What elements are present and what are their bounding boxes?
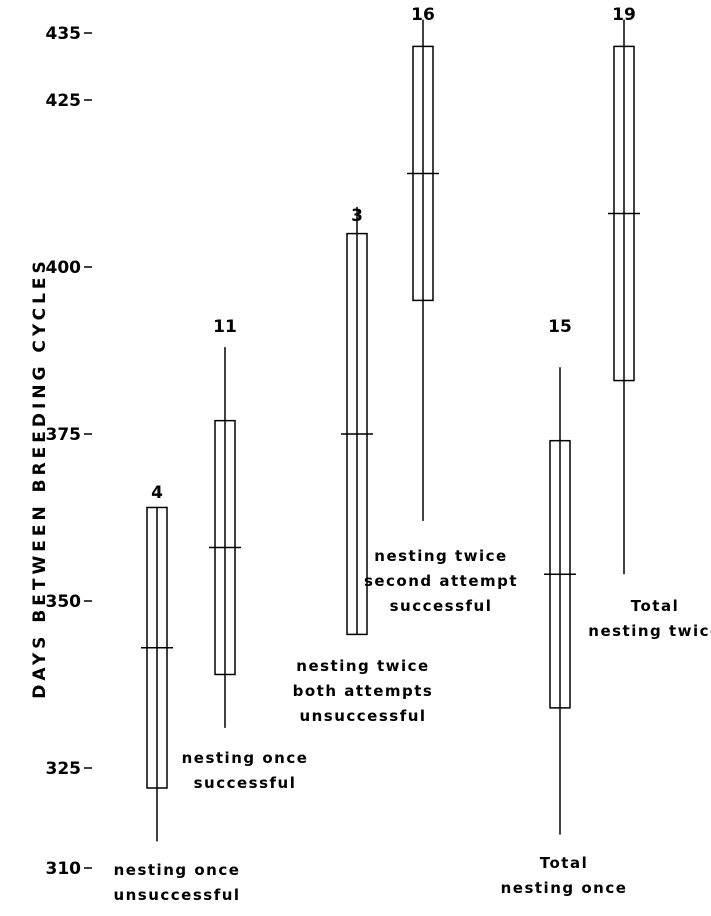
sample-size-label: 16 bbox=[411, 5, 435, 25]
category-label: unsuccessful bbox=[299, 707, 426, 725]
box-group bbox=[544, 367, 576, 835]
sample-sizes: 4 11 3 16 15 19 bbox=[151, 5, 636, 503]
y-tick-label: 400 bbox=[46, 258, 82, 278]
category-label: nesting twice bbox=[374, 547, 507, 565]
category-label: nesting once bbox=[501, 879, 628, 897]
box-group bbox=[141, 506, 173, 842]
y-axis-title: DAYS BETWEEN BREEDING CYCLES bbox=[30, 257, 50, 699]
box-group bbox=[341, 206, 373, 636]
y-axis-ticks: 435 425 400 375 350 325 310 bbox=[46, 24, 92, 879]
category-label: Total bbox=[540, 854, 588, 872]
category-label: unsuccessful bbox=[113, 886, 240, 904]
box-group bbox=[209, 347, 241, 728]
y-tick-label: 375 bbox=[46, 425, 82, 445]
y-tick-label: 425 bbox=[46, 91, 82, 111]
category-label: successful bbox=[194, 774, 297, 792]
category-label: Total bbox=[631, 597, 679, 615]
y-tick-label: 435 bbox=[46, 24, 82, 44]
y-tick-label: 350 bbox=[46, 592, 82, 612]
boxes bbox=[141, 19, 640, 842]
sample-size-label: 19 bbox=[612, 5, 636, 25]
category-label: nesting twice bbox=[588, 622, 711, 640]
category-label: successful bbox=[390, 597, 493, 615]
category-labels: nesting once unsuccessful nesting once succ… bbox=[113, 547, 711, 904]
category-label: nesting once bbox=[182, 749, 309, 767]
category-label: second attempt bbox=[364, 572, 518, 590]
category-label: both attempts bbox=[293, 682, 434, 700]
box-group bbox=[407, 19, 439, 521]
sample-size-label: 3 bbox=[351, 206, 363, 226]
sample-size-label: 11 bbox=[213, 317, 237, 337]
y-tick-label: 310 bbox=[46, 859, 82, 879]
sample-size-label: 15 bbox=[548, 317, 572, 337]
sample-size-label: 4 bbox=[151, 483, 163, 503]
category-label: nesting once bbox=[114, 861, 241, 879]
box-group bbox=[608, 19, 640, 575]
y-tick-label: 325 bbox=[46, 759, 82, 779]
category-label: nesting twice bbox=[296, 657, 429, 675]
